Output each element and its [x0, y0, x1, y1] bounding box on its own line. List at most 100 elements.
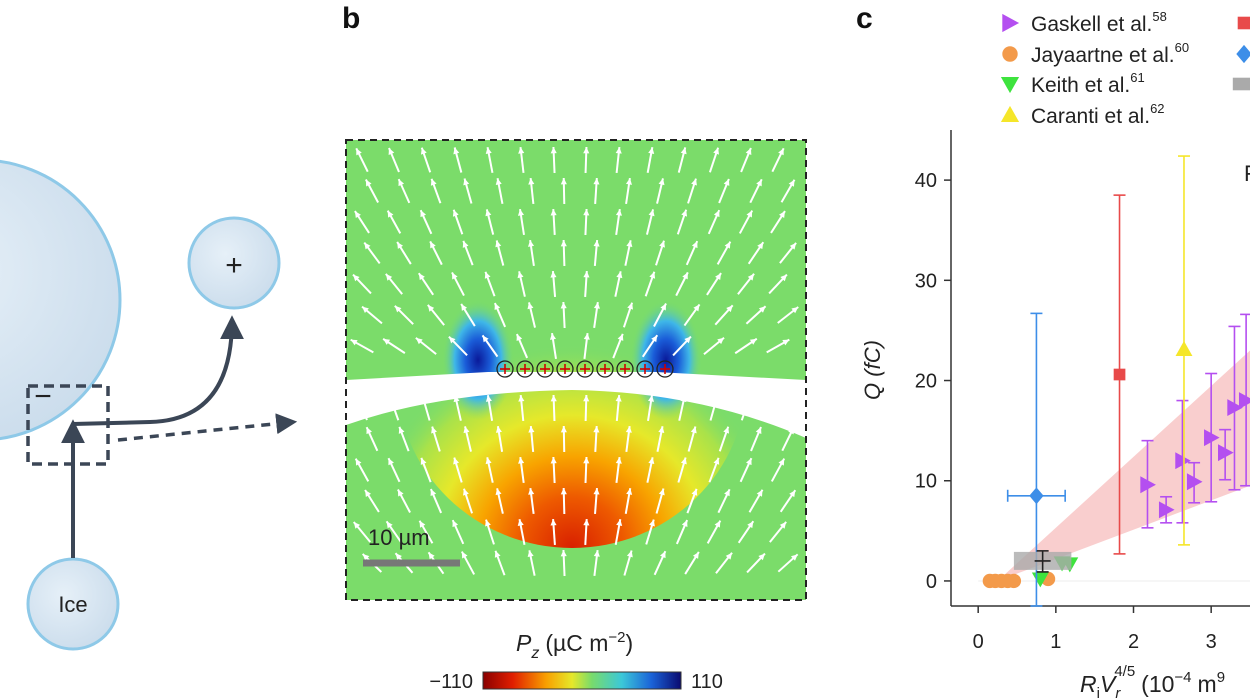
polarization-arrow — [768, 273, 788, 295]
polarization-arrow — [770, 210, 786, 234]
polarization-arrow — [672, 335, 692, 357]
polarization-arrow — [734, 337, 758, 355]
large-ice-particle — [0, 159, 122, 441]
polarization-arrow — [550, 394, 557, 422]
polarization-arrow — [740, 395, 752, 421]
data-series — [1113, 194, 1126, 555]
ice-label: Ice — [58, 592, 87, 617]
data-point — [1013, 550, 1072, 573]
polarization-arrow — [527, 302, 536, 328]
polarization-arrow — [364, 489, 380, 513]
colorbar-title-unit-exp: −2 — [608, 629, 625, 646]
polarization-arrow — [430, 178, 442, 204]
panel-a: Ice + − — [0, 159, 298, 651]
positive-surface-charge — [556, 360, 574, 378]
polarization-arrow — [715, 552, 733, 574]
polarization-arrow — [708, 147, 720, 173]
polarization-arrow — [396, 241, 412, 265]
polarization-arrow — [485, 147, 494, 173]
polarization-arrow — [397, 489, 411, 513]
polarization-arrow — [677, 147, 687, 173]
legend-marker — [1232, 77, 1250, 91]
polarization-arrow — [718, 178, 730, 204]
polarization-arrow — [528, 487, 535, 515]
positive-surface-charge — [636, 360, 654, 378]
polarization-arrow — [646, 457, 655, 483]
partial-annotation: F — [1244, 161, 1250, 186]
y-tick-label: 0 — [926, 571, 937, 593]
polarization-arrow — [382, 338, 406, 354]
polarization-arrow — [656, 178, 665, 204]
polarization-arrow — [518, 456, 525, 484]
polarization-arrow — [718, 426, 730, 452]
polarization-arrow — [453, 147, 463, 173]
polarization-arrow — [625, 177, 633, 205]
polarization-arrow — [623, 550, 633, 576]
polarization-arrow — [717, 488, 731, 514]
x-axis-label-unit-tail: m — [1198, 671, 1217, 697]
positive-surface-charge — [656, 360, 674, 378]
polarization-arrow — [448, 336, 468, 356]
polarization-arrow — [706, 520, 722, 544]
positive-surface-charge — [616, 360, 634, 378]
data-point — [1204, 372, 1220, 503]
polarization-arrow — [748, 489, 764, 513]
colorbar-title-sub: z — [530, 645, 539, 662]
polarization-arrow — [355, 147, 369, 173]
polarization-arrow — [655, 488, 665, 514]
polarization-arrow — [485, 395, 494, 421]
legend-ref: 62 — [1150, 101, 1164, 116]
polarization-arrow — [354, 458, 370, 482]
x-axis-label-exp: 4/5 — [1114, 663, 1135, 680]
positive-surface-charge — [496, 360, 514, 378]
legend-marker — [1000, 105, 1020, 122]
polarization-arrow — [739, 457, 753, 483]
rebound-arrow — [72, 315, 244, 426]
polarization-arrow — [593, 177, 600, 205]
data-point — [1217, 428, 1234, 481]
polarization-arrow — [352, 521, 372, 543]
polarization-arrow — [746, 552, 766, 574]
polarization-arrow — [550, 146, 557, 174]
polarization-arrow — [361, 305, 383, 325]
small-ice-particle — [187, 216, 281, 310]
legend-label: Jayaartne et al.60 — [1031, 40, 1189, 67]
positive-surface-charge — [576, 360, 594, 378]
data-point — [1175, 399, 1191, 524]
polarization-arrow — [560, 549, 567, 577]
positive-charge-sign: + — [225, 249, 243, 282]
polarization-arrow — [485, 457, 494, 483]
polarization-arrow — [645, 209, 655, 235]
polarization-arrow — [431, 426, 441, 452]
polarization-arrow — [528, 425, 535, 453]
ice-particle — [26, 557, 120, 651]
polarization-arrow — [453, 395, 462, 421]
polarization-arrow — [624, 488, 633, 514]
polarization-arrow — [420, 457, 432, 483]
polarization-arrow — [463, 426, 472, 452]
polarization-arrow — [352, 273, 372, 295]
polarization-arrow — [685, 240, 699, 266]
polarization-arrow — [656, 426, 665, 452]
legend-item: Gaskell et al.58 — [1002, 9, 1167, 36]
polarization-arrow — [451, 271, 465, 297]
polarization-arrow — [460, 303, 476, 327]
positive-surface-charge — [536, 360, 554, 378]
polarization-arrow — [560, 425, 567, 453]
polarization-arrow — [583, 146, 590, 174]
legend-item: Keith et al.61 — [1000, 70, 1145, 97]
colorbar-title: Pz (µC m−2) — [516, 629, 633, 662]
polarization-arrow — [427, 304, 445, 326]
polarization-arrow — [550, 456, 557, 484]
polarization-arrow — [678, 395, 687, 421]
polarization-arrow — [394, 305, 414, 325]
colorbar-title-unit: (µC m — [545, 630, 608, 656]
polarization-arrow — [417, 272, 435, 296]
polarization-arrow — [644, 271, 656, 297]
legend-ref: 60 — [1175, 40, 1189, 55]
legend-ref: 61 — [1130, 70, 1144, 85]
y-tick-label: 10 — [915, 471, 937, 493]
polarization-arrow — [452, 209, 464, 235]
polarization-arrow — [365, 179, 379, 203]
polarization-arrow — [517, 271, 526, 297]
